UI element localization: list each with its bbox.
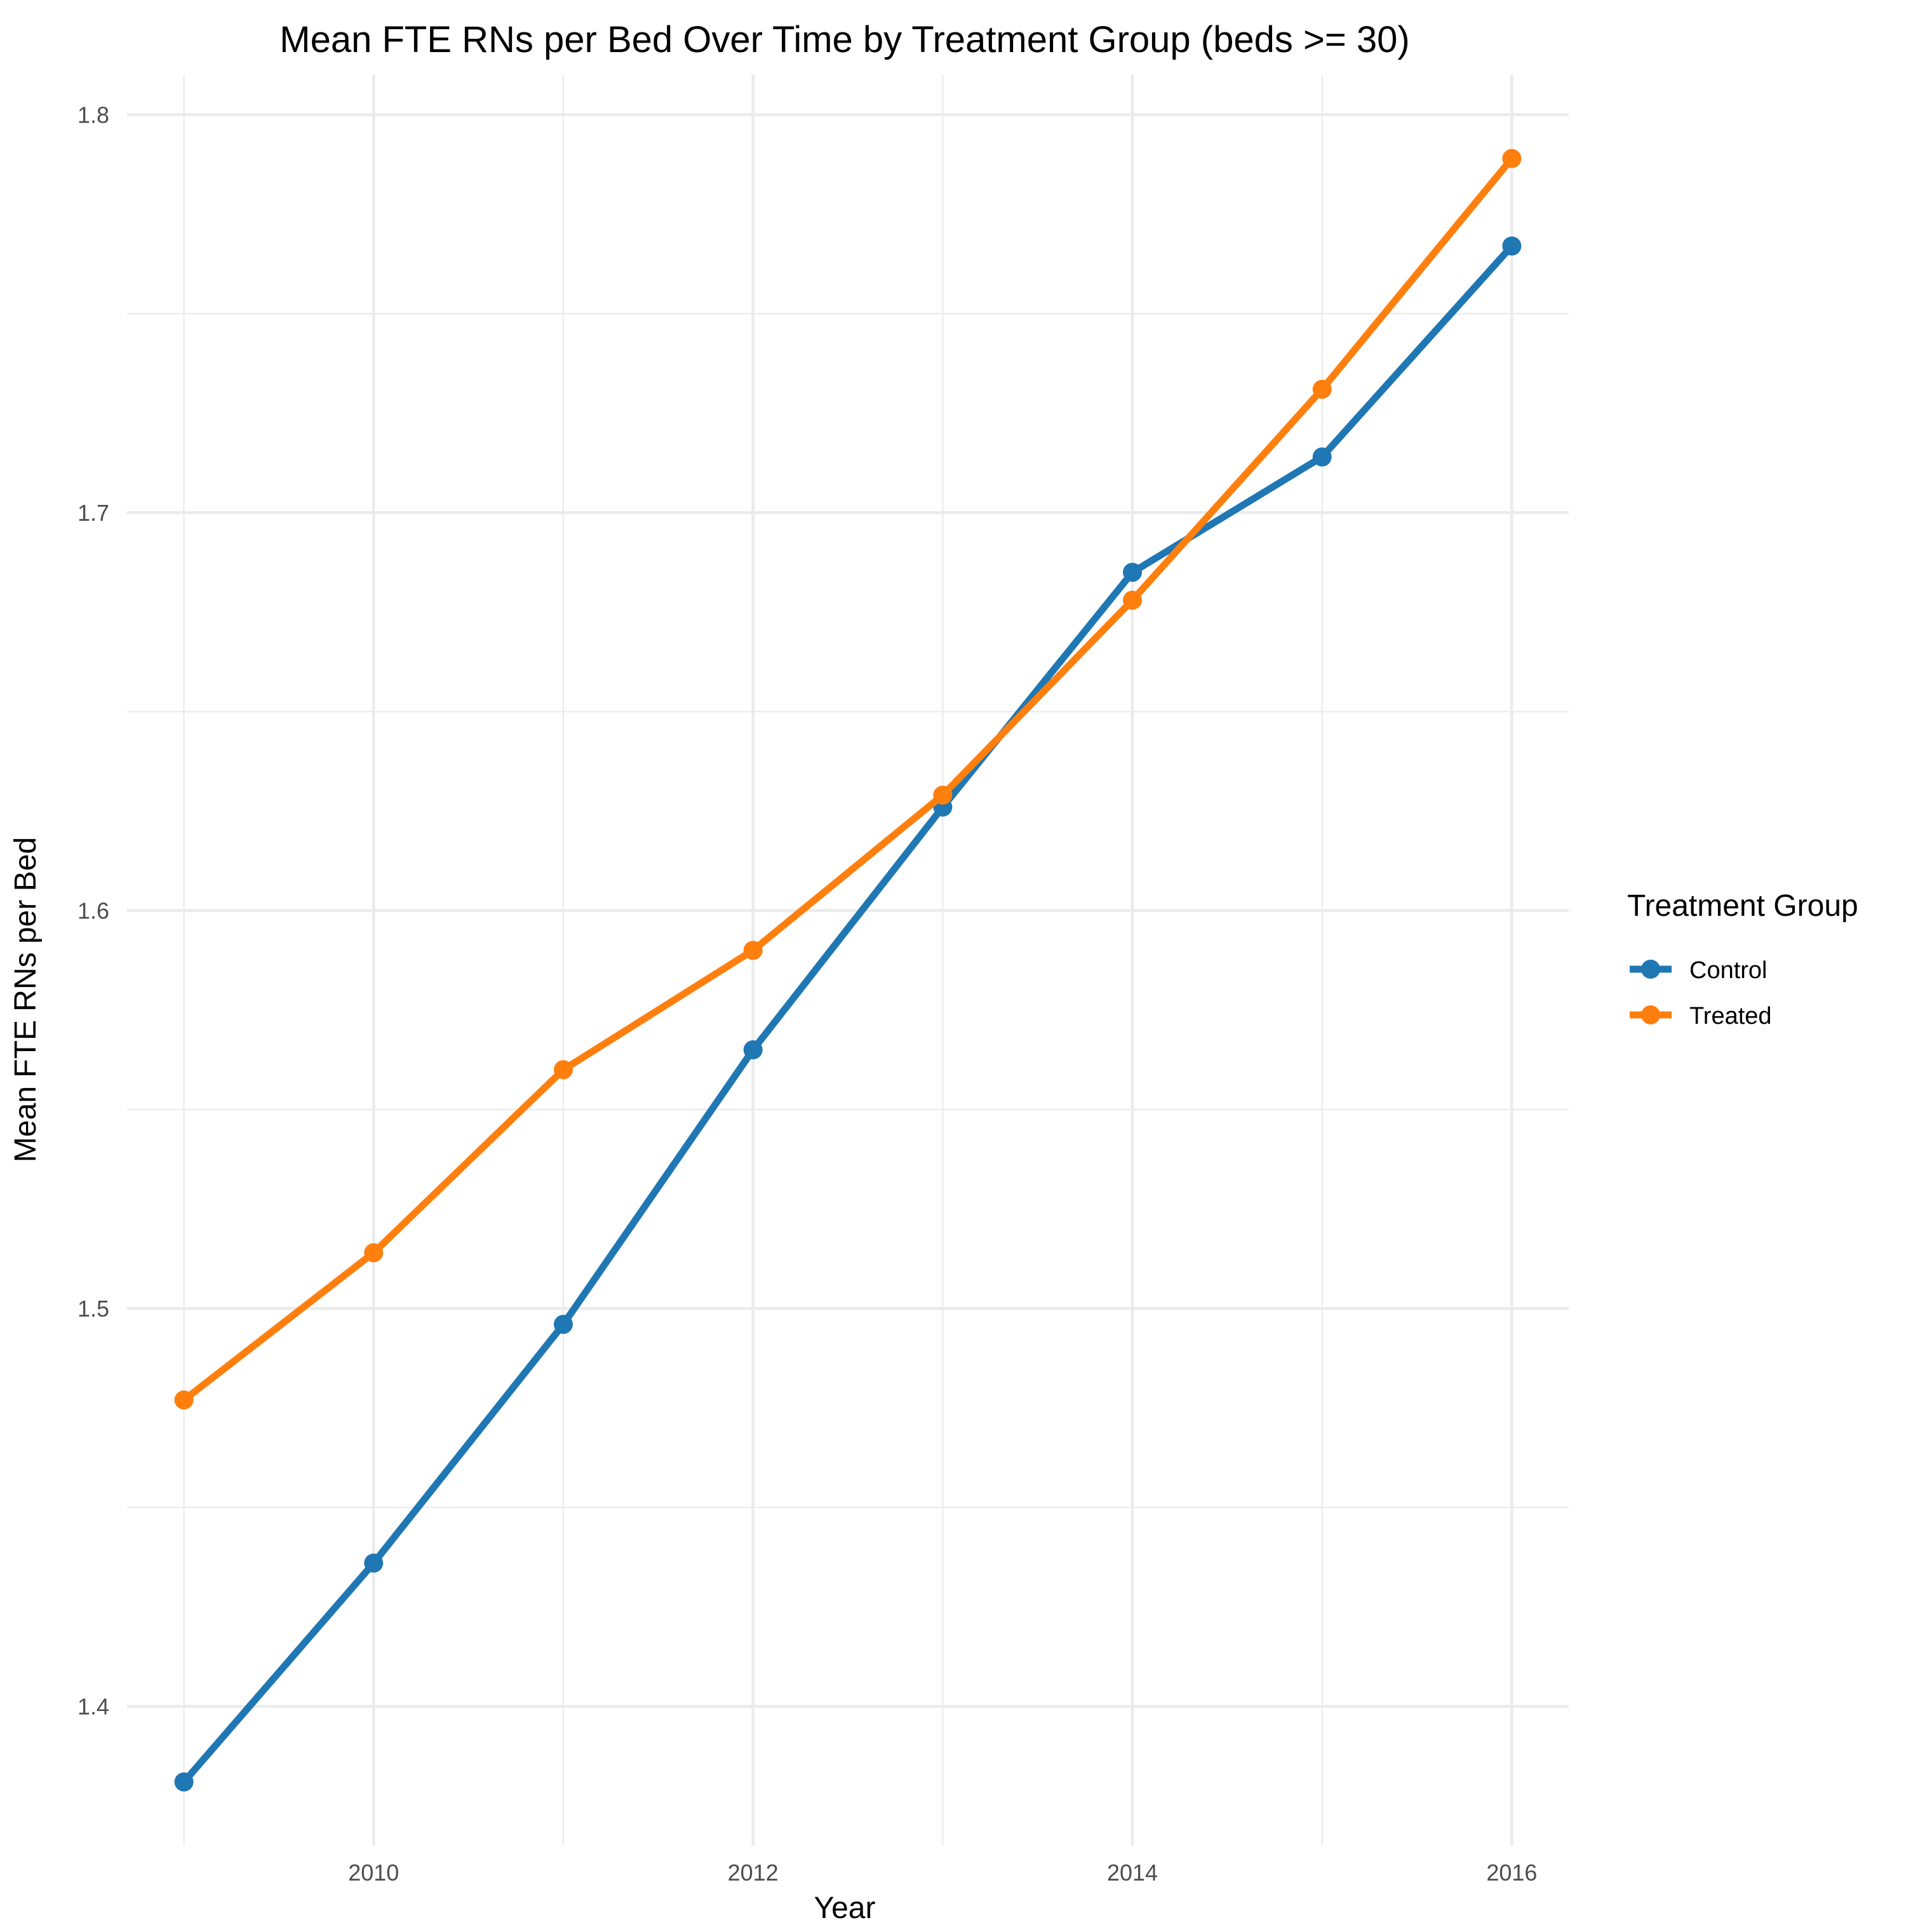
x-axis-title: Year <box>814 1891 876 1925</box>
legend: Treatment Group Control Treated <box>1627 889 1858 1030</box>
data-point-control <box>743 1040 763 1059</box>
series-treated <box>174 149 1522 1410</box>
legend-item-treated: Treated <box>1630 1003 1772 1030</box>
x-tick-label: 2012 <box>728 1860 779 1886</box>
data-point-control <box>553 1315 573 1334</box>
x-tick-label: 2016 <box>1486 1860 1537 1886</box>
y-tick-label: 1.4 <box>77 1694 109 1720</box>
data-point-treated <box>1123 591 1143 610</box>
data-point-control <box>1312 447 1332 467</box>
legend-label: Control <box>1689 957 1768 984</box>
data-point-treated <box>1502 149 1522 168</box>
y-tick-label: 1.7 <box>77 500 109 526</box>
data-point-control <box>174 1772 194 1792</box>
data-point-treated <box>553 1060 573 1080</box>
data-point-control <box>364 1553 384 1573</box>
tick-labels: 1.4 1.5 1.6 1.7 1.8 2010 2012 2014 2016 <box>77 102 1537 1886</box>
y-tick-label: 1.5 <box>77 1296 109 1322</box>
x-tick-label: 2010 <box>348 1860 399 1886</box>
data-point-treated <box>743 941 763 960</box>
legend-items: Control Treated <box>1630 957 1772 1030</box>
legend-key-point <box>1641 1005 1660 1024</box>
data-point-treated <box>364 1243 384 1263</box>
legend-item-control: Control <box>1630 957 1768 984</box>
series-layer <box>174 149 1522 1792</box>
data-point-control <box>1502 236 1522 256</box>
data-point-treated <box>174 1390 194 1410</box>
grid-layer <box>127 75 1569 1846</box>
legend-title: Treatment Group <box>1627 889 1858 923</box>
series-line-control <box>181 243 1515 1785</box>
y-tick-label: 1.6 <box>77 898 109 924</box>
data-point-treated <box>933 785 953 805</box>
y-tick-label: 1.8 <box>77 102 109 128</box>
data-point-treated <box>1312 379 1332 399</box>
series-line-treated <box>182 156 1515 1403</box>
series-control <box>174 236 1522 1792</box>
y-axis-title: Mean FTE RNs per Bed <box>9 837 43 1162</box>
legend-key-point <box>1641 960 1660 979</box>
legend-label: Treated <box>1689 1003 1772 1030</box>
x-tick-label: 2014 <box>1107 1860 1158 1886</box>
chart-title: Mean FTE RNs per Bed Over Time by Treatm… <box>279 19 1409 60</box>
data-point-control <box>1123 563 1143 582</box>
